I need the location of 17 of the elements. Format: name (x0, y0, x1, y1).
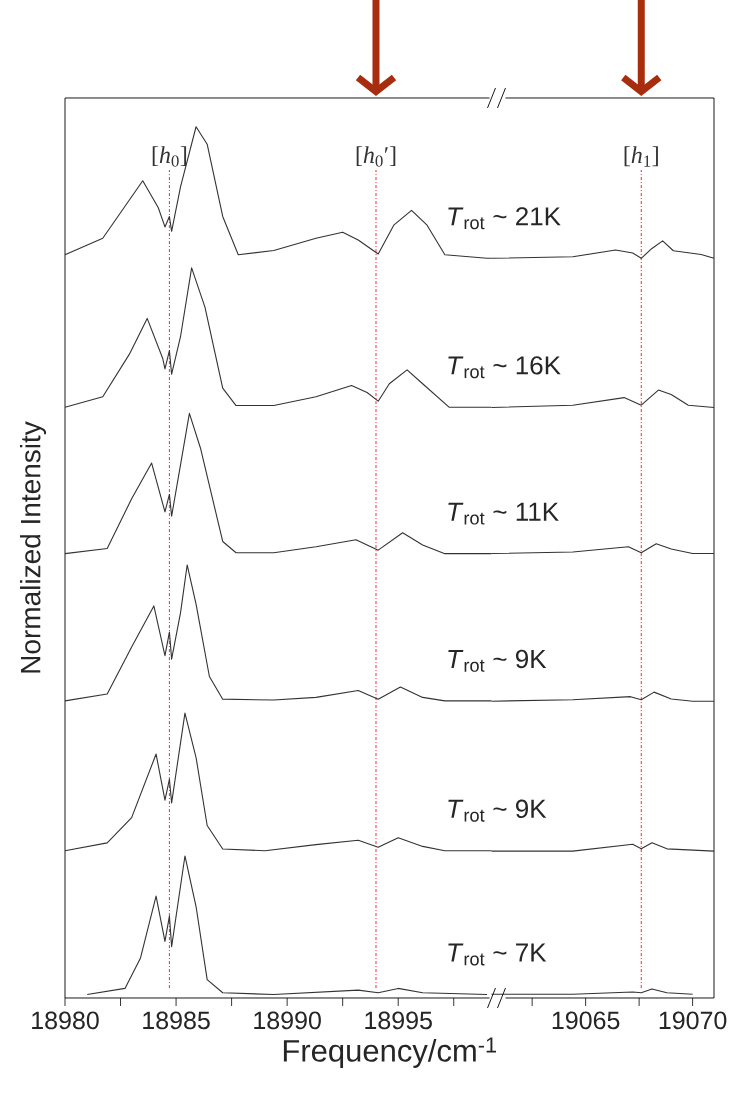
x-tick-label: 18990 (254, 1011, 321, 1030)
series-label: T$_{rot}$ ~ 16K (448, 356, 561, 379)
ref-line-label: [h$_{0}$′] (356, 146, 396, 167)
x-tick-label: 19065 (552, 1011, 620, 1030)
x-axis-title: Frequency/cm$^{-1}$ (283, 1037, 497, 1068)
series-label: T$_{rot}$ ~ 9K (448, 799, 547, 822)
series-label: T$_{rot}$ ~ 7K (448, 943, 547, 966)
x-tick-label: 18995 (365, 1011, 432, 1030)
ref-line-label: [h$_{1}$] (624, 146, 658, 167)
x-tick-label: 18985 (143, 1011, 210, 1030)
y-axis-title: Normalized Intensity (19, 421, 47, 673)
x-tick-label: 19070 (659, 1011, 727, 1030)
series-label: T$_{rot}$ ~ 21K (448, 207, 561, 230)
series-label: T$_{rot}$ ~ 9K (448, 649, 547, 672)
x-tick-label: 18980 (32, 1011, 99, 1030)
ref-line-label: [h$_{0}$] (152, 146, 187, 167)
series-label: T$_{rot}$ ~ 11K (448, 502, 559, 525)
